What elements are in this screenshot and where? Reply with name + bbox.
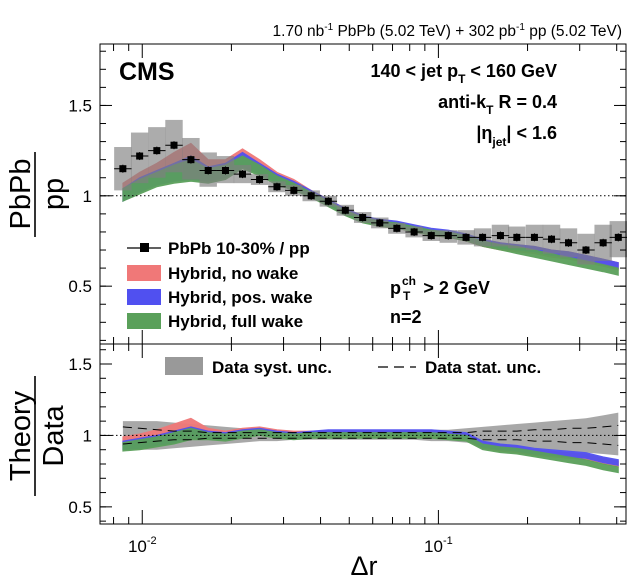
top-data-point-12 [324,197,332,205]
top-data-point-24 [530,233,538,241]
top-data-point-20 [462,233,470,241]
top-data-point-5 [204,167,212,175]
top-data-syst-boxes [114,119,627,265]
top-data-point-23 [513,233,521,241]
top-y-ticks: 0.5 1 1.5 [68,50,626,341]
top-ylabel-denominator: pp [38,178,70,210]
top-data-point-3 [170,141,178,149]
x-tick-label-0.1: 10-1 [424,535,453,556]
bottom-ylabel-denominator: Data [38,405,70,467]
legend-entry-pos-wake: Hybrid, pos. wake [127,288,313,307]
top-y-axis-label: PbPb pp [5,152,70,237]
legend-full-wake-swatch [127,313,161,329]
legend-stat-label: Data stat. unc. [425,358,541,377]
top-data-point-18 [427,232,435,240]
top-y-tick-label-0: 0.5 [68,277,92,296]
bottom-y-axis-label: Theory Data [5,376,70,496]
legend-data-label: PbPb 10-30% / pp [168,239,310,258]
top-x-ticks [113,44,618,344]
top-data-point-14 [359,213,367,221]
bottom-y-tick-label-1: 1 [83,426,92,445]
legend-data-marker [140,243,149,252]
legend-syst-swatch [165,357,203,375]
bottom-stat-line-lower [122,437,619,446]
top-data-point-7 [238,170,246,178]
legend-pos-wake-swatch [127,289,161,305]
track-pt-annotation: pch T > 2 GeV [390,274,490,303]
legend-no-wake-swatch [127,265,161,281]
top-data-point-29 [614,233,622,241]
n-power-annotation: n=2 [390,307,422,327]
x-axis-title: Δr [350,551,377,579]
bottom-y-ticks: 0.5 1 1.5 [68,349,626,522]
top-y-tick-label-2: 1.5 [68,96,92,115]
top-data-point-17 [410,228,418,236]
bottom-ylabel-numerator: Theory [5,390,37,481]
legend-pos-wake-label: Hybrid, pos. wake [168,288,313,307]
top-data-point-15 [376,219,384,227]
legend-entry-data: PbPb 10-30% / pp [127,239,310,258]
legend-syst-label: Data syst. unc. [212,358,332,377]
cms-label: CMS [119,58,175,86]
top-data-point-11 [307,192,315,200]
top-y-tick-label-1: 1 [83,187,92,206]
top-data-points [114,141,627,255]
top-data-point-6 [221,167,229,175]
bottom-y-tick-label-2: 1.5 [68,355,92,374]
legend-no-wake-label: Hybrid, no wake [168,264,298,283]
top-data-point-2 [153,147,161,155]
eta-cut-annotation: |ηjet| < 1.6 [476,123,557,149]
bottom-legend: Data syst. unc. Data stat. unc. [165,357,541,377]
top-data-point-16 [393,224,401,232]
top-data-point-0 [119,165,127,173]
legend-entry-full-wake: Hybrid, full wake [127,312,303,331]
bottom-frame [99,343,627,525]
top-data-point-27 [582,246,590,254]
top-data-point-21 [479,233,487,241]
top-legend: PbPb 10-30% / pp Hybrid, no wake Hybrid,… [127,239,313,331]
bottom-y-tick-label-0: 0.5 [68,498,92,517]
legend-full-wake-label: Hybrid, full wake [168,312,303,331]
top-data-point-22 [496,232,504,240]
top-data-point-25 [548,235,556,243]
top-data-point-10 [290,186,298,194]
top-data-point-4 [187,156,195,164]
top-data-point-28 [599,239,607,247]
top-ylabel-numerator: PbPb [5,159,37,230]
x-tick-label-0.01: 10-2 [128,535,157,556]
bottom-x-ticks [113,344,618,524]
top-data-point-9 [273,183,281,191]
top-data-point-26 [565,239,573,247]
bottom-data-stat-lines [122,424,619,446]
top-panel: 0.5 1 1.5 PbPb pp CMS 140 < jet pT < 160 G… [5,43,627,345]
top-data-point-1 [136,152,144,160]
bottom-panel: 0.5 1 1.5 Theory Data Data syst. unc. Data… [5,343,627,579]
pt-bin-annotation: 140 < jet pT < 160 GeV [371,61,557,86]
top-data-point-8 [256,176,264,184]
luminosity-header: 1.70 nb-1 PbPb (5.02 TeV) + 302 pb-1 pp … [273,22,622,40]
top-data-point-19 [444,232,452,240]
legend-entry-no-wake: Hybrid, no wake [127,264,298,283]
bottom-stat-line-upper [122,424,619,434]
top-data-point-13 [341,206,349,214]
jet-algorithm-annotation: anti-kT R = 0.4 [438,92,557,117]
